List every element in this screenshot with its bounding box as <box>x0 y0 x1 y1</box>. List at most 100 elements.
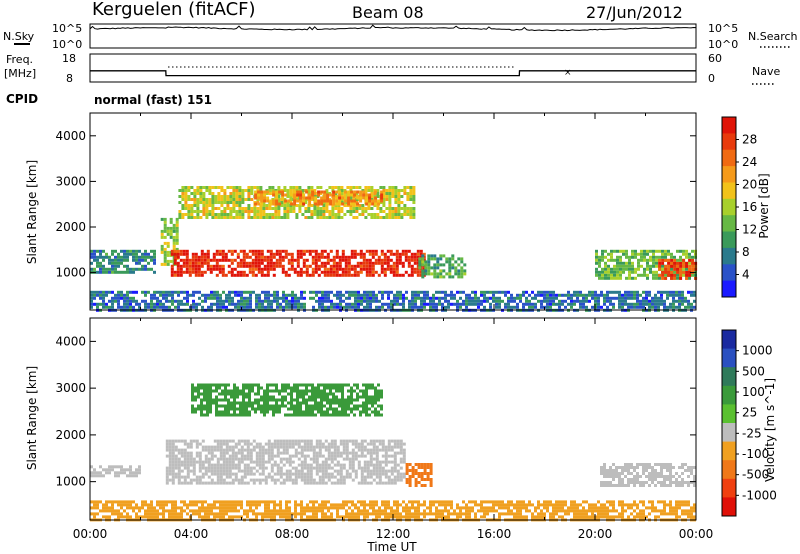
heatmap-cell-5 <box>138 509 141 513</box>
heatmap-cell-4 <box>114 465 117 469</box>
heatmap-cell-8 <box>588 293 591 297</box>
heatmap-cell-2 <box>302 261 306 265</box>
heatmap-cell-1 <box>239 413 242 417</box>
heatmap-cell-8 <box>117 290 120 294</box>
heatmap-cell-1 <box>260 398 263 402</box>
heatmap-cell-1 <box>350 407 353 411</box>
heatmap-cell-1 <box>275 389 278 393</box>
heatmap-cell-5 <box>418 266 422 270</box>
heatmap-cell-0 <box>303 478 307 482</box>
heatmap-cell-2 <box>215 273 219 277</box>
heatmap-cell-0 <box>381 472 385 476</box>
heatmap-cell-8 <box>354 293 357 297</box>
heatmap-cell-1 <box>299 407 302 411</box>
heatmap-cell-3 <box>609 469 612 472</box>
heatmap-cell-2 <box>179 249 183 253</box>
heatmap-cell-2 <box>302 264 306 268</box>
heatmap-cell-2 <box>377 261 381 265</box>
heatmap-cell-2 <box>254 255 258 259</box>
heatmap-cell-0 <box>252 466 256 470</box>
heatmap-cell-0 <box>165 445 169 449</box>
heatmap-cell-0 <box>297 463 301 467</box>
heatmap-cell-0 <box>303 454 307 458</box>
heatmap-cell-3 <box>202 195 206 198</box>
heatmap-cell-8 <box>261 290 264 294</box>
heatmap-cell-2 <box>416 255 420 259</box>
heatmap-cell-3 <box>621 472 624 475</box>
heatmap-cell-0 <box>195 454 199 458</box>
heatmap-cell-8 <box>285 305 288 309</box>
heatmap-cell-0 <box>216 439 220 443</box>
heatmap-cell-3 <box>310 186 314 189</box>
heatmap-cell-1 <box>299 410 302 414</box>
heatmap-cell-8 <box>396 290 399 294</box>
heatmap-cell-0 <box>270 448 274 452</box>
heatmap-cell-0 <box>381 445 385 449</box>
heatmap-cell-1 <box>314 389 317 393</box>
heatmap-cell-0 <box>390 445 394 449</box>
heatmap-cell-1 <box>197 386 200 390</box>
heatmap-cell-5 <box>174 503 177 507</box>
heatmap-cell-6 <box>601 267 604 271</box>
heatmap-cell-7 <box>667 261 671 265</box>
heatmap-cell-3 <box>349 213 353 216</box>
heatmap-cell-0 <box>249 466 253 470</box>
heatmap-cell-0 <box>345 469 349 473</box>
heatmap-cell-0 <box>279 451 283 455</box>
heatmap-cell-0 <box>102 258 105 262</box>
heatmap-cell-6 <box>664 249 667 253</box>
heatmap-cell-0 <box>357 466 361 470</box>
heatmap-cell-3 <box>394 198 398 201</box>
heatmap-cell-1 <box>335 407 338 411</box>
heatmap-cell-0 <box>279 460 283 464</box>
heatmap-cell-1 <box>329 407 332 411</box>
heatmap-cell-3 <box>666 466 669 469</box>
heatmap-cell-1 <box>236 401 239 405</box>
heatmap-cell-8 <box>300 302 303 306</box>
heatmap-cell-3 <box>181 198 185 201</box>
heatmap-cell-1 <box>254 398 257 402</box>
heatmap-cell-8 <box>93 302 96 306</box>
heatmap-cell-3 <box>232 186 236 189</box>
heatmap-cell-8 <box>438 302 441 306</box>
heatmap-cell-3 <box>642 481 645 484</box>
heatmap-cell-8 <box>609 302 612 306</box>
heatmap-cell-0 <box>399 478 403 482</box>
heatmap-cell-4 <box>90 471 93 475</box>
heatmap-cell-3 <box>190 207 194 210</box>
heatmap-cell-0 <box>297 439 301 443</box>
heatmap-cell-1 <box>245 383 248 387</box>
heatmap-cell-7 <box>688 273 692 277</box>
heatmap-cell-2 <box>416 249 420 253</box>
heatmap-cell-3 <box>391 195 395 198</box>
heatmap-cell-3 <box>394 195 398 198</box>
heatmap-cell-0 <box>333 475 337 479</box>
heatmap-cell-8 <box>477 302 480 306</box>
heatmap-cell-8 <box>120 296 123 300</box>
heatmap-cell-0 <box>261 466 265 470</box>
heatmap-cell-5 <box>421 260 425 264</box>
heatmap-cell-2 <box>368 264 372 268</box>
heatmap-cell-8 <box>378 290 381 294</box>
heatmap-cell-5 <box>216 512 219 516</box>
heatmap-cell-0 <box>309 481 313 485</box>
heatmap-cell-2 <box>335 267 339 271</box>
heatmap-cell-0 <box>237 460 241 464</box>
heatmap-cell-0 <box>366 442 370 446</box>
heatmap-cell-0 <box>189 457 193 461</box>
heatmap-cell-1 <box>302 389 305 393</box>
heatmap-cell-8 <box>432 293 435 297</box>
heatmap-cell-0 <box>165 448 169 452</box>
heatmap-cell-0 <box>297 472 301 476</box>
heatmap-cell-8 <box>336 305 339 309</box>
heatmap-cell-0 <box>138 267 141 271</box>
heatmap-cell-0 <box>345 472 349 476</box>
heatmap-cell-8 <box>666 293 669 297</box>
heatmap-cell-2 <box>182 264 186 268</box>
heatmap-cell-8 <box>99 290 102 294</box>
heatmap-cell-8 <box>480 293 483 297</box>
heatmap-cell-0 <box>288 463 292 467</box>
heatmap-cell-8 <box>117 296 120 300</box>
heatmap-cell-4 <box>293 193 297 197</box>
heatmap-cell-8 <box>276 293 279 297</box>
